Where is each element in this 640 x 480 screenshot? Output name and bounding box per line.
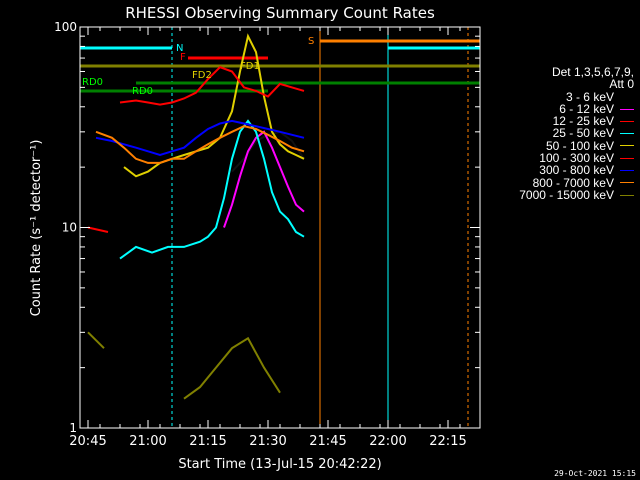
legend-title-1: Det 1,3,5,6,7,9, [551,65,634,79]
annotation-label-3: FD2 [192,70,212,81]
legend-swatch-3 [620,133,634,135]
annotation-label-6: S [308,36,314,47]
series-line-7 [95,125,305,164]
legend-title-2: Att 0 [609,77,634,92]
legend-swatch-0 [620,96,634,98]
legend-item-2: 12 - 25 keV [484,115,634,127]
legend-swatch-6 [620,170,634,172]
x-tick-label-4: 21:45 [309,434,346,449]
x-tick-label-0: 20:45 [69,434,106,449]
annotation-label-4: RD0 [82,77,103,88]
legend-item-0: 3 - 6 keV [484,89,634,104]
legend-swatch-8 [620,194,634,196]
series-line-2 [87,226,109,233]
legend-item-7: 800 - 7000 keV [484,175,634,190]
annotation-label-0: N [176,43,183,54]
legend-swatch-7 [620,182,634,184]
legend-swatch-1 [620,108,634,110]
x-tick-label-5: 22:00 [369,434,406,449]
legend-label-8: 7000 - 15000 keV [519,187,614,202]
y-tick-label-0: 1 [69,421,77,435]
legend-swatch-5 [620,157,634,159]
legend-label-6: 300 - 800 keV [539,163,614,178]
legend-label-4: 50 - 100 keV [545,138,614,153]
x-tick-label-1: 21:00 [129,434,166,449]
chart-title: RHESSI Observing Summary Count Rates [125,4,435,22]
legend-item-1: 6 - 12 keV [484,103,634,115]
legend-label-2: 12 - 25 keV [552,114,614,129]
annotation-label-1: F [180,52,186,63]
legend-label-3: 25 - 50 keV [552,126,614,141]
legend-item-5: 100 - 300 keV [484,152,634,164]
x-tick-label-3: 21:30 [249,434,286,449]
annotation-label-5: RD0 [132,86,153,97]
legend-swatch-4 [620,145,634,147]
series-line-8 [183,336,281,400]
footer-date: 29-Oct-2021 15:15 [554,469,636,478]
legend-label-7: 800 - 7000 keV [532,175,614,190]
series-line-6 [95,119,305,157]
series-line-8 [87,331,105,349]
legend: Det 1,3,5,6,7,9, Att 0 3 - 6 keV 6 - 12 k… [484,66,634,201]
y-tick-label-2: 100 [54,20,77,34]
legend-item-4: 50 - 100 keV [484,138,634,153]
y-tick-label-1: 10 [62,221,77,235]
legend-label-1: 6 - 12 keV [559,101,614,116]
series-line-3 [119,119,305,260]
x-tick-label-6: 22:15 [429,434,466,449]
x-axis-label: Start Time (13-Jul-15 20:42:22) [178,457,381,472]
legend-item-3: 25 - 50 keV [484,126,634,141]
y-axis-label: Count Rate (s⁻¹ detector⁻¹) [29,140,44,317]
legend-label-5: 100 - 300 keV [539,151,614,166]
annotation-label-2: FD1 [240,61,260,72]
plot-layer: 1 10 100 20:45 21:00 21:15 21:30 21:45 22:00 22:1… [54,20,481,449]
x-tick-label-2: 21:15 [189,434,226,449]
legend-swatch-2 [620,120,634,122]
legend-item-6: 300 - 800 keV [484,163,634,178]
series-line-5 [119,66,305,106]
legend-label-0: 3 - 6 keV [565,89,614,104]
legend-item-8: 7000 - 15000 keV [484,189,634,201]
